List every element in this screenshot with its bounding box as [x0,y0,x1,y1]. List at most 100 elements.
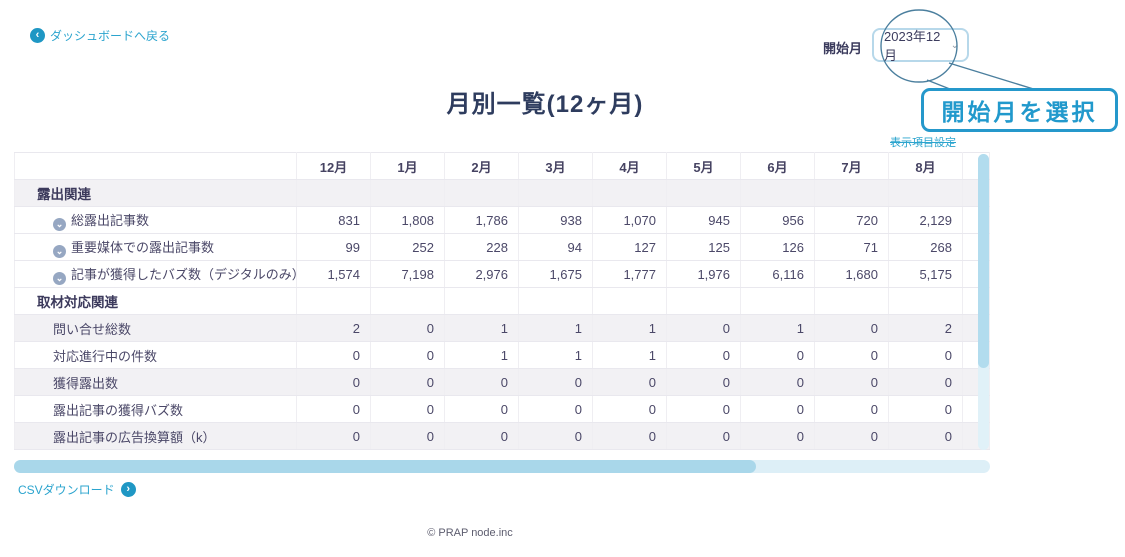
section-empty-cell [296,287,371,315]
start-month-value: 2023年12月 [884,29,941,63]
row-label[interactable]: ⌄ 記事が獲得したバズ数（デジタルのみ） [14,260,297,288]
value-cell: 127 [592,233,667,261]
value-cell: 1,680 [814,260,889,288]
column-header-month: 5月 [666,152,741,180]
back-link-label: ダッシュボードへ戻る [50,29,171,43]
value-cell: 0 [814,395,889,423]
value-cell: 94 [518,233,593,261]
back-to-dashboard-link[interactable]: ‹ ダッシュボードへ戻る [30,27,170,44]
value-cell: 0 [888,422,963,450]
csv-download-link[interactable]: CSVダウンロード › [18,481,136,498]
value-cell: 0 [296,395,371,423]
section-label: 取材対応関連 [14,287,297,315]
value-cell: 0 [666,314,741,342]
value-cell: 0 [814,314,889,342]
value-cell: 0 [592,368,667,396]
row-label: 対応進行中の件数 [14,341,297,369]
column-header-month: 8月 [888,152,963,180]
row-label[interactable]: ⌄ 総露出記事数 [14,206,297,234]
value-cell: 1,574 [296,260,371,288]
value-cell: 720 [814,206,889,234]
csv-link-label: CSVダウンロード [18,483,115,497]
value-cell: 945 [666,206,741,234]
section-empty-cell [592,179,667,207]
section-empty-cell [296,179,371,207]
value-cell: 1 [518,341,593,369]
row-label-text: 記事が獲得したバズ数（デジタルのみ） [71,266,297,282]
value-cell: 1 [444,341,519,369]
value-cell: 2,976 [444,260,519,288]
horizontal-scrollbar[interactable] [14,460,990,473]
value-cell: 1 [444,314,519,342]
table-header-row: 12月 1月 2月 3月 4月 5月 6月 7月 8月 [14,152,990,180]
value-cell: 0 [444,368,519,396]
value-cell: 252 [370,233,445,261]
value-cell: 956 [740,206,815,234]
table-row: 問い合せ総数 2 0 1 1 1 0 1 0 2 [14,314,990,342]
value-cell: 0 [518,395,593,423]
value-cell: 1,976 [666,260,741,288]
value-cell: 0 [666,368,741,396]
section-empty-cell [370,179,445,207]
section-empty-cell [518,287,593,315]
row-label: 獲得露出数 [14,368,297,396]
callout-box: 開始月を選択 [921,88,1118,132]
row-label-text: 獲得露出数 [53,375,119,391]
chevron-down-circle-icon[interactable]: ⌄ [53,244,66,258]
table-row: 対応進行中の件数 0 0 1 1 1 0 0 0 0 [14,341,990,369]
chevron-down-circle-icon[interactable]: ⌄ [53,217,66,231]
row-label-text: 総露出記事数 [71,212,150,228]
row-label-text: 露出記事の広告換算額（k） [53,429,216,445]
row-label: 露出記事の獲得バズ数 [14,395,297,423]
table-row: 露出記事の広告換算額（k） 0 0 0 0 0 0 0 0 0 [14,422,990,450]
page-title: 月別一覧(12ヶ月) [446,91,644,118]
value-cell: 0 [370,422,445,450]
value-cell: 0 [666,422,741,450]
vertical-scrollbar[interactable] [978,154,989,450]
row-label[interactable]: ⌄ 重要媒体での露出記事数 [14,233,297,261]
value-cell: 0 [666,395,741,423]
value-cell: 1,675 [518,260,593,288]
value-cell: 0 [444,422,519,450]
section-empty-cell [814,179,889,207]
value-cell: 268 [888,233,963,261]
value-cell: 7,198 [370,260,445,288]
value-cell: 0 [888,395,963,423]
value-cell: 0 [592,395,667,423]
start-month-select[interactable]: 2023年12月 ⌄ [872,28,969,63]
value-cell: 2 [888,314,963,342]
value-cell: 1,070 [592,206,667,234]
value-cell: 0 [370,341,445,369]
chevron-right-circle-icon: › [120,482,136,497]
section-empty-cell [518,179,593,207]
horizontal-scrollbar-thumb[interactable] [14,460,756,473]
value-cell: 0 [592,422,667,450]
header-empty-cell [14,152,297,180]
column-header-month: 6月 [740,152,815,180]
value-cell: 6,116 [740,260,815,288]
chevron-down-circle-icon[interactable]: ⌄ [53,271,66,285]
table-row: ⌄ 重要媒体での露出記事数 99 252 228 94 127 125 126 71 268 [14,233,990,261]
monthly-table: 12月 1月 2月 3月 4月 5月 6月 7月 8月 露出関連 ⌄ 総露出記事数 831 1,808 1… [14,152,990,450]
section-empty-cell [370,287,445,315]
value-cell: 0 [740,341,815,369]
title-wrap: 月別一覧(12ヶ月) [0,84,1090,119]
section-empty-cell [444,287,519,315]
value-cell: 1,786 [444,206,519,234]
section-empty-cell [814,287,889,315]
row-label-text: 露出記事の獲得バズ数 [53,402,184,418]
display-settings-link[interactable]: 表示項目設定 [890,137,956,149]
section-label: 露出関連 [14,179,297,207]
section-empty-cell [666,287,741,315]
section-empty-cell [592,287,667,315]
value-cell: 0 [740,422,815,450]
value-cell: 1 [518,314,593,342]
value-cell: 2,129 [888,206,963,234]
value-cell: 0 [740,395,815,423]
vertical-scrollbar-thumb[interactable] [978,154,989,368]
chevron-left-circle-icon: ‹ [30,28,45,43]
value-cell: 0 [518,422,593,450]
value-cell: 1 [592,341,667,369]
value-cell: 0 [666,341,741,369]
